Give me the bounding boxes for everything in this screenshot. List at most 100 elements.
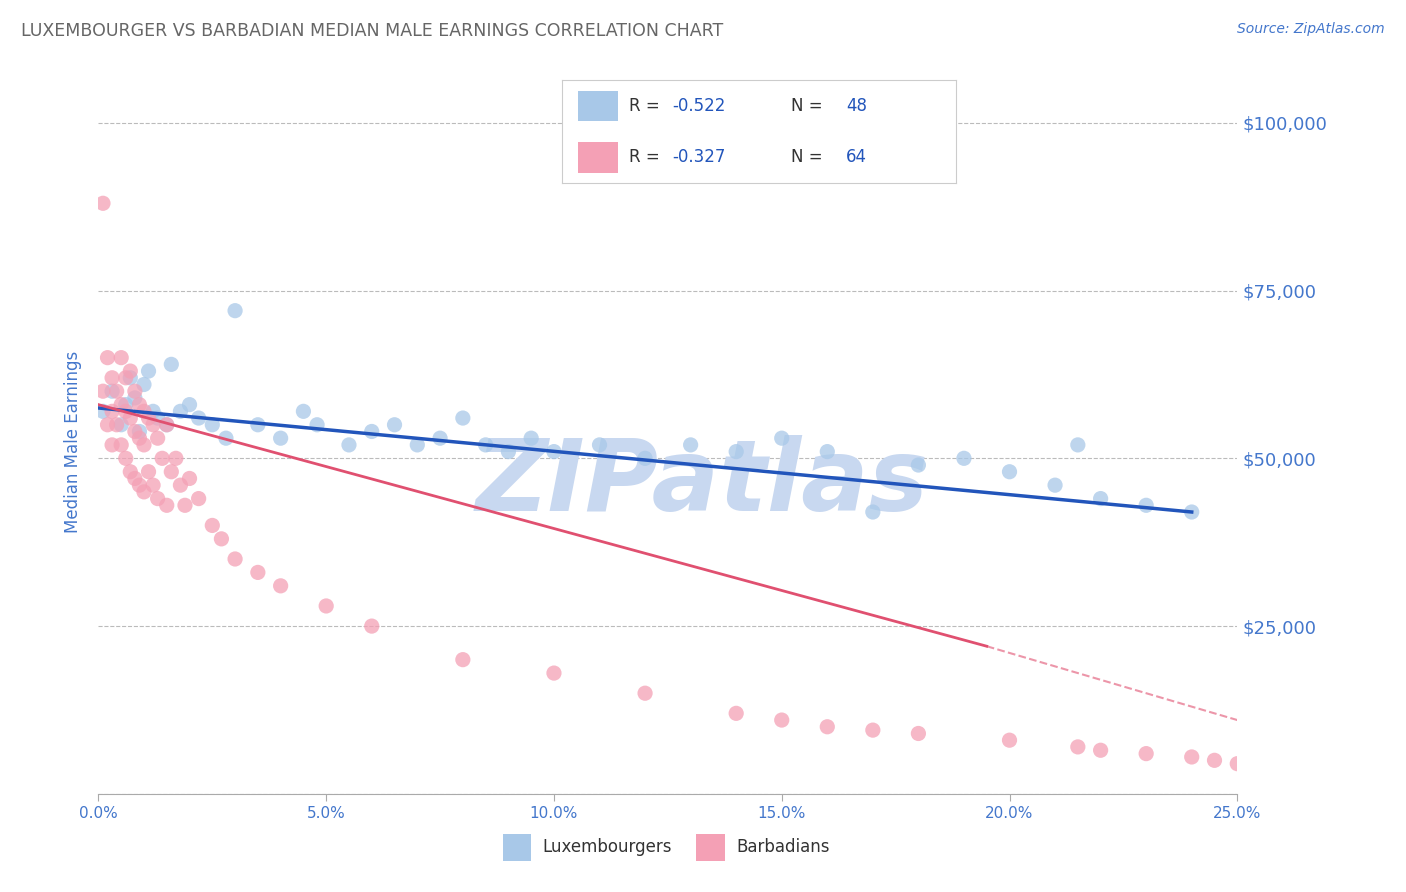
Point (138, 411, 160, 425)
Point (201, 417, 224, 432)
Point (114, 398, 136, 412)
Point (132, 484, 155, 499)
Point (1135, 747, 1157, 761)
Point (270, 579, 292, 593)
Point (1067, 438, 1090, 452)
Text: 48: 48 (846, 97, 868, 115)
Point (725, 706, 748, 721)
Point (150, 451, 173, 466)
Point (146, 491, 169, 506)
Point (128, 398, 150, 412)
Point (187, 491, 209, 506)
Text: R =: R = (630, 97, 665, 115)
Point (725, 444, 748, 458)
Point (187, 411, 209, 425)
Point (498, 444, 520, 458)
Point (179, 398, 201, 412)
Point (114, 451, 136, 466)
Point (105, 384, 128, 399)
Text: -0.522: -0.522 (672, 97, 725, 115)
FancyBboxPatch shape (503, 834, 531, 861)
Point (634, 686, 657, 700)
Point (543, 666, 565, 681)
Point (91, 196, 114, 211)
Point (156, 417, 179, 432)
Point (1090, 743, 1112, 757)
Point (770, 431, 793, 445)
Point (862, 723, 884, 738)
Point (1067, 739, 1090, 754)
Point (1135, 498, 1157, 512)
Point (679, 438, 702, 452)
Point (907, 726, 929, 740)
Point (315, 599, 337, 613)
Point (179, 471, 201, 485)
Text: ZIPatlas: ZIPatlas (475, 435, 928, 533)
Point (120, 364, 142, 378)
Text: N =: N = (790, 97, 828, 115)
Point (110, 417, 132, 432)
Point (520, 431, 543, 445)
Point (1204, 753, 1226, 767)
FancyBboxPatch shape (696, 834, 725, 861)
Point (209, 532, 232, 546)
Point (96, 351, 118, 365)
Point (953, 451, 976, 466)
Point (224, 303, 246, 318)
Point (142, 478, 165, 492)
Point (114, 404, 136, 418)
Point (96, 417, 118, 432)
Point (1181, 505, 1204, 519)
Point (165, 451, 187, 466)
Point (1090, 491, 1112, 506)
Point (1226, 756, 1249, 771)
Point (474, 438, 496, 452)
Text: N =: N = (790, 148, 828, 166)
Point (91, 404, 114, 418)
Point (634, 451, 657, 466)
Point (101, 438, 124, 452)
Point (1043, 478, 1066, 492)
Point (146, 411, 169, 425)
Point (124, 391, 146, 405)
Point (110, 398, 132, 412)
Point (132, 377, 155, 392)
Point (406, 438, 429, 452)
Point (128, 431, 150, 445)
Point (138, 364, 160, 378)
FancyBboxPatch shape (578, 142, 617, 173)
Point (451, 653, 474, 667)
Point (120, 371, 142, 385)
Point (132, 404, 155, 418)
Point (998, 465, 1021, 479)
Text: 64: 64 (846, 148, 868, 166)
Point (124, 471, 146, 485)
Point (101, 384, 124, 399)
Point (543, 444, 565, 458)
Point (156, 417, 179, 432)
Point (160, 357, 183, 371)
Point (201, 518, 224, 533)
Point (815, 720, 838, 734)
Point (169, 478, 191, 492)
Point (101, 371, 124, 385)
Point (174, 498, 197, 512)
Text: Barbadians: Barbadians (737, 838, 830, 855)
Point (451, 411, 474, 425)
Point (770, 713, 793, 727)
FancyBboxPatch shape (578, 91, 617, 121)
Point (91, 384, 114, 399)
Y-axis label: Median Male Earnings: Median Male Earnings (65, 351, 83, 533)
Point (1181, 750, 1204, 764)
Text: -0.327: -0.327 (672, 148, 725, 166)
Point (907, 458, 929, 472)
Point (215, 431, 238, 445)
Point (105, 417, 128, 432)
Point (224, 552, 246, 566)
Point (110, 438, 132, 452)
Point (862, 505, 884, 519)
Point (337, 438, 360, 452)
Text: R =: R = (630, 148, 665, 166)
Point (128, 478, 150, 492)
Text: Source: ZipAtlas.com: Source: ZipAtlas.com (1237, 22, 1385, 37)
